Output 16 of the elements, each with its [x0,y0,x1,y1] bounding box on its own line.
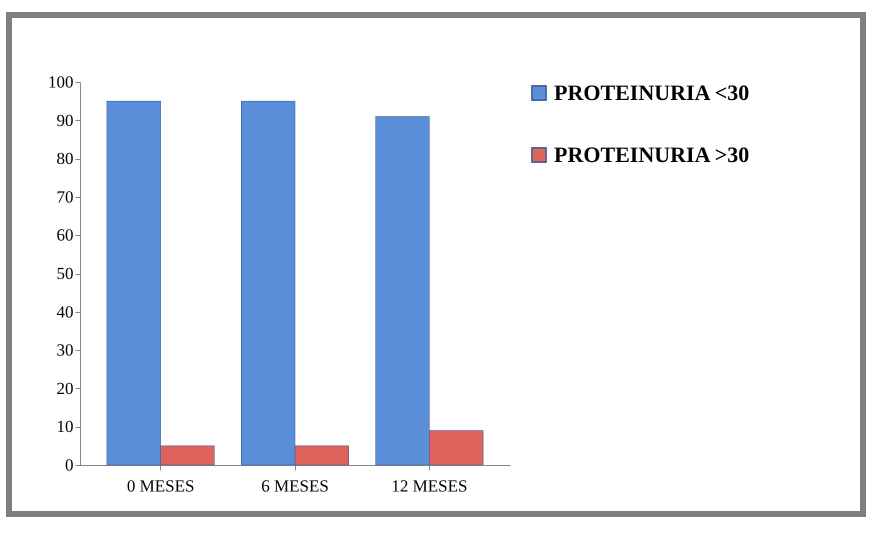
y-tick-label: 40 [56,302,74,322]
y-tick-label: 100 [48,72,74,92]
y-tick-label: 70 [56,187,74,206]
y-tick-label: 20 [56,378,74,398]
y-tick-label: 0 [65,456,74,474]
y-tick-label: 80 [56,149,74,168]
y-tick-label: 90 [56,110,74,130]
x-tick-label: 0 MESES [126,476,194,496]
x-tick-label: 12 MESES [391,476,468,496]
legend-label: PROTEINURIA <30 [554,80,750,105]
y-tick-label: 10 [56,417,74,436]
legend-label: PROTEINURIA >30 [554,142,750,167]
x-tick-label: 6 MESES [261,476,329,496]
y-tick-label: 30 [56,340,74,360]
y-tick-label: 60 [56,226,74,245]
y-tick-label: 50 [56,264,74,283]
